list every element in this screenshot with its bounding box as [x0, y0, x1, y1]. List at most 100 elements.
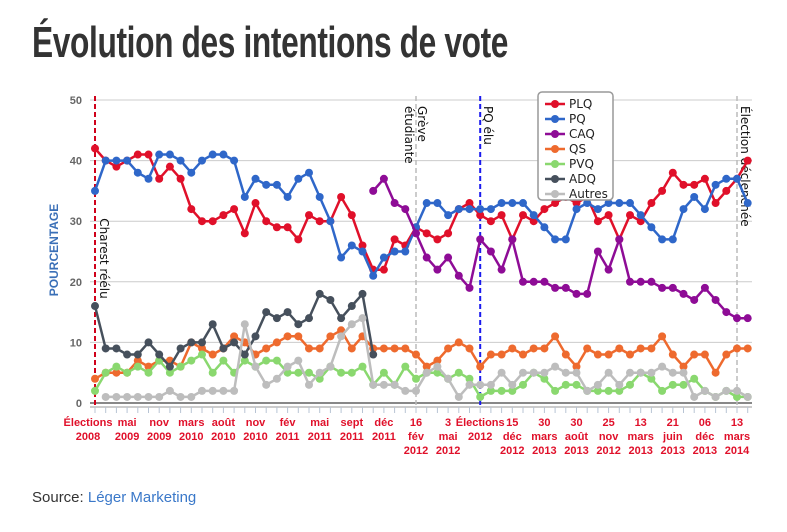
x-tick-label: déc 2011	[372, 417, 396, 443]
x-tick-label-line: 2011	[276, 431, 300, 443]
data-point	[593, 205, 602, 214]
data-point	[315, 368, 324, 377]
data-point	[476, 235, 485, 244]
data-point	[476, 211, 485, 220]
data-point	[91, 374, 99, 383]
data-point	[743, 392, 752, 401]
data-point	[561, 380, 570, 389]
x-tick-label: Élections 2008	[64, 416, 113, 443]
data-point	[422, 199, 431, 208]
data-point	[358, 289, 367, 298]
data-point	[305, 211, 313, 220]
y-tick-label: 20	[70, 277, 82, 289]
x-tick-label-line: 2010	[179, 431, 203, 443]
series-caq	[369, 174, 752, 323]
data-point	[486, 350, 495, 359]
data-point	[561, 283, 570, 292]
data-point	[444, 374, 453, 383]
x-tick-label-line: fév	[408, 431, 425, 443]
x-tick-label-line: 3	[445, 417, 451, 429]
data-point	[722, 186, 731, 195]
data-point	[551, 199, 560, 208]
data-point	[198, 156, 206, 165]
data-point	[101, 368, 110, 377]
x-tick-label: 13 mars 2013	[628, 417, 654, 457]
data-point	[711, 180, 720, 189]
data-point	[551, 332, 560, 341]
data-point	[133, 350, 142, 359]
data-point	[294, 320, 303, 329]
data-point	[272, 223, 281, 232]
x-tick-label: 21 juin 2013	[661, 417, 685, 457]
data-point	[626, 380, 634, 389]
data-point	[294, 174, 303, 183]
data-point	[636, 368, 645, 377]
data-point	[722, 308, 731, 317]
data-point	[540, 277, 549, 286]
data-point	[369, 271, 378, 280]
source-line: Source: Léger Marketing	[32, 489, 196, 506]
data-point	[326, 362, 335, 371]
data-point	[497, 265, 506, 274]
legend-swatch-marker	[551, 130, 559, 138]
data-point	[262, 308, 271, 317]
data-point	[604, 386, 613, 395]
data-point	[615, 386, 624, 395]
data-point	[593, 217, 602, 226]
data-point	[144, 368, 153, 377]
x-tick-label-line: nov	[599, 431, 619, 443]
x-tick-label-line: 2013	[564, 445, 588, 457]
data-point	[679, 205, 688, 214]
data-point	[294, 332, 303, 341]
x-tick-label-line: 30	[538, 417, 550, 429]
data-point	[155, 392, 164, 401]
data-point	[476, 205, 485, 214]
data-point	[240, 192, 249, 201]
x-tick-label-line: nov	[149, 417, 169, 429]
data-point	[315, 217, 324, 226]
series-adq	[91, 289, 378, 371]
x-tick-label-line: 2011	[340, 431, 364, 443]
data-point	[401, 386, 410, 395]
data-point	[198, 386, 206, 395]
x-tick-label-line: 2009	[147, 431, 171, 443]
data-point	[465, 199, 474, 208]
data-point	[658, 283, 667, 292]
data-point	[668, 235, 677, 244]
data-point	[272, 356, 281, 365]
data-point	[347, 302, 356, 311]
data-point	[198, 338, 206, 347]
data-point	[679, 362, 688, 371]
x-tick-label-line: déc	[503, 431, 522, 443]
data-point	[219, 211, 228, 220]
data-point	[690, 180, 699, 189]
data-point	[690, 192, 699, 201]
data-point	[187, 168, 196, 177]
legend-swatch-marker	[551, 145, 559, 153]
y-tick-label: 50	[70, 95, 82, 107]
data-point	[379, 174, 388, 183]
x-tick-label-line: 2013	[661, 445, 685, 457]
data-point	[262, 356, 271, 365]
data-point	[112, 368, 121, 377]
data-point	[583, 344, 592, 353]
data-point	[615, 235, 624, 244]
data-point	[422, 229, 431, 238]
source-link[interactable]: Léger Marketing	[87, 489, 197, 506]
data-point	[444, 253, 453, 262]
x-tick-label-line: 2011	[308, 431, 332, 443]
data-point	[519, 211, 527, 220]
data-point	[133, 168, 142, 177]
data-point	[465, 205, 474, 214]
data-point	[658, 186, 667, 195]
data-point	[358, 314, 367, 323]
legend-swatch-marker	[551, 115, 559, 123]
data-point	[240, 320, 249, 329]
data-point	[123, 350, 132, 359]
source-label: Source:	[32, 489, 84, 506]
legend-swatch-marker	[551, 100, 559, 108]
legend-item-qs: QS	[569, 142, 586, 156]
data-point	[230, 205, 239, 214]
data-point	[219, 150, 228, 159]
data-point	[347, 320, 356, 329]
